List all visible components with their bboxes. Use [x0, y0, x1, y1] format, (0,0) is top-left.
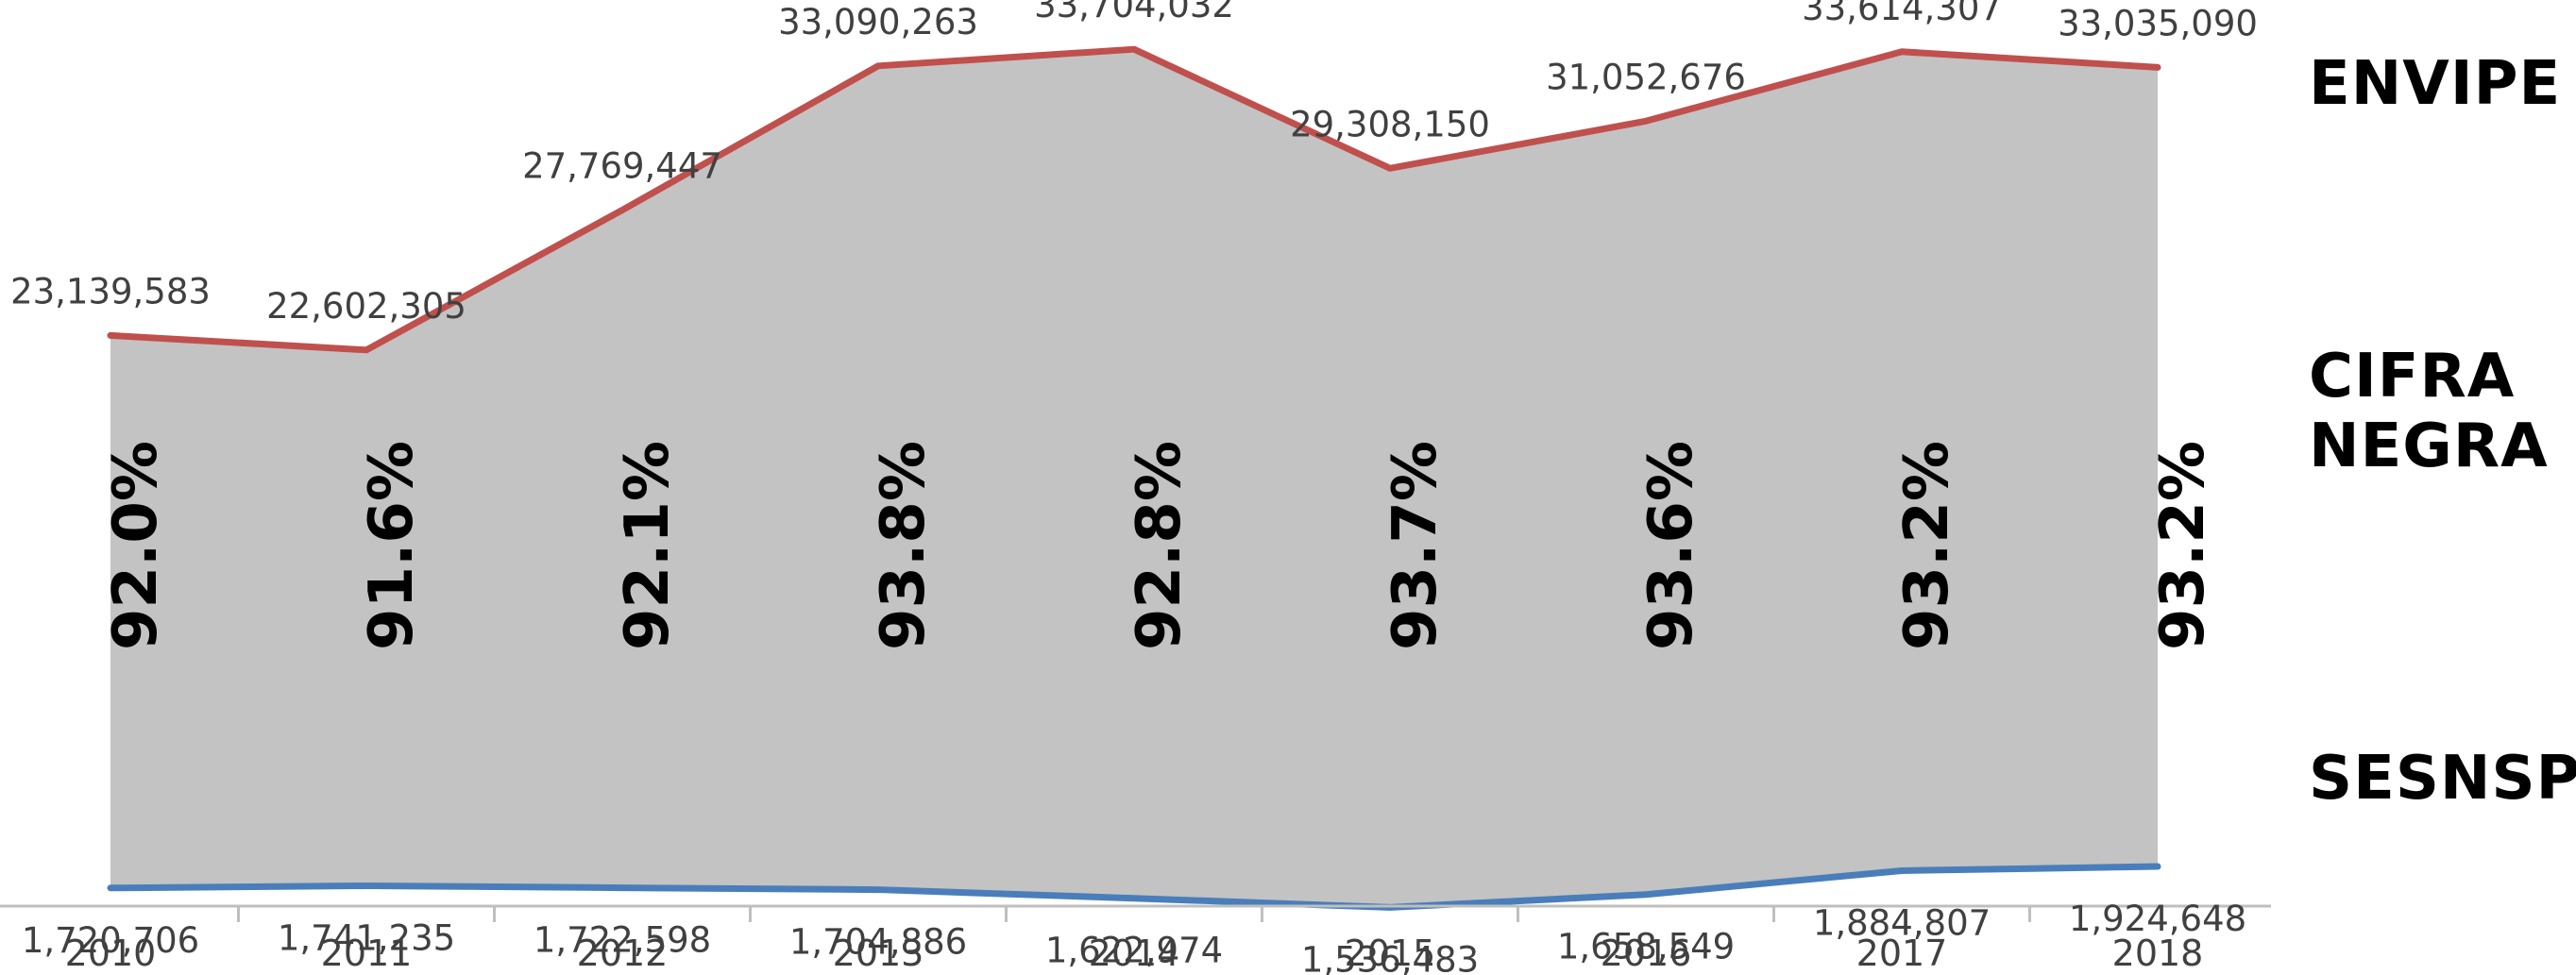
x-axis: 2010 2011 2012 2013 2014 2015 2016 2017 2018	[0, 904, 2271, 974]
cifra-negra-percent-label: 91.6%	[357, 441, 427, 650]
envipe-series-label: ENVIPE	[2309, 49, 2562, 119]
sesnsp-line	[107, 863, 2161, 911]
sesnsp-value-label: 1,722,598	[534, 920, 711, 961]
envipe-value-label: 33,035,090	[2058, 3, 2258, 43]
cifra-negra-label: CIFRA NEGRA	[2309, 342, 2549, 481]
cifra-negra-percent-label: 93.6%	[1636, 441, 1706, 650]
x-tick-label: 2017	[1856, 933, 1948, 974]
x-tick-label: 2016	[1601, 933, 1692, 974]
sesnsp-value-label: 1,658,549	[1557, 927, 1735, 967]
cifra-negra-percent-label: 93.2%	[1892, 441, 1962, 650]
sesnsp-value-label: 1,720,706	[22, 920, 199, 961]
sesnsp-value-label: 1,536,483	[1301, 939, 1479, 975]
envipe-value-label: 27,769,447	[522, 146, 722, 187]
value-labels-layer: 23,139,583 1,720,706 22,602,305 1,741,235 27…	[10, 0, 2258, 975]
x-tick-label: 2012	[577, 933, 669, 974]
x-tick-label: 2014	[1089, 933, 1180, 974]
percent-labels-layer: 92.0% 91.6% 92.1% 93.8% 92.8% 93.7% 93.6% 93.2%…	[101, 441, 2218, 650]
cifra-negra-percent-label: 93.8%	[869, 441, 939, 650]
sesnsp-value-label: 1,741,235	[278, 918, 455, 959]
sesnsp-value-label: 1,704,886	[789, 922, 967, 963]
sesnsp-value-label: 1,924,648	[2069, 899, 2246, 939]
cifra-negra-percent-label: 92.1%	[613, 441, 683, 650]
envipe-line	[107, 45, 2161, 354]
cifra-negra-percent-label: 93.7%	[1381, 441, 1450, 650]
envipe-value-label: 33,614,307	[1802, 0, 2002, 28]
envipe-value-label: 33,704,032	[1034, 0, 1234, 25]
cifra-negra-percent-label: 92.0%	[101, 441, 171, 650]
envipe-value-label: 31,052,676	[1546, 57, 1746, 97]
x-tick-label: 2013	[833, 933, 924, 974]
envipe-value-label: 23,139,583	[10, 271, 211, 311]
cifra-negra-area-layer	[110, 49, 2158, 908]
cifra-negra-area	[110, 49, 2158, 908]
x-tick-label: 2018	[2112, 933, 2204, 974]
envipe-value-label: 22,602,305	[266, 286, 466, 327]
sesnsp-series-label: SESNSP	[2309, 744, 2576, 814]
cifra-negra-percent-label: 93.2%	[2148, 441, 2218, 650]
x-tick-label: 2011	[321, 933, 413, 974]
series-lines-layer	[107, 45, 2161, 911]
cifra-negra-percent-label: 92.8%	[1125, 441, 1195, 650]
sesnsp-value-label: 1,622,974	[1045, 931, 1223, 971]
x-tick-label: 2015	[1345, 933, 1436, 974]
sesnsp-value-label: 1,884,807	[1813, 902, 1991, 943]
envipe-value-label: 33,090,263	[778, 2, 978, 42]
x-tick-label: 2010	[65, 933, 157, 974]
envipe-value-label: 29,308,150	[1290, 104, 1490, 144]
cifra-negra-label-line1: CIFRA	[2309, 342, 2516, 412]
cifra-negra-label-line2: NEGRA	[2309, 412, 2549, 481]
